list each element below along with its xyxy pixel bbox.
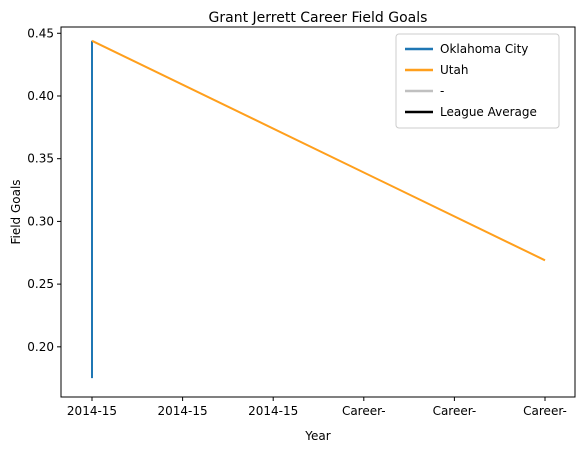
x-tick-label: Career- <box>433 404 477 418</box>
series-line-utah <box>91 39 546 262</box>
y-tick-label: 0.20 <box>27 340 54 354</box>
legend: Oklahoma City Utah - League Average <box>395 33 560 129</box>
legend-label-oklahoma-city: Oklahoma City <box>440 42 528 56</box>
legend-label-dash: - <box>440 84 444 98</box>
y-tick-label: 0.35 <box>27 152 54 166</box>
y-tick-label: 0.25 <box>27 277 54 291</box>
legend-label-league-average: League Average <box>440 105 537 119</box>
x-axis-label: Year <box>304 429 330 443</box>
y-axis-label: Field Goals <box>9 179 23 244</box>
x-tick-label: Career- <box>342 404 386 418</box>
y-axis: 0.20 0.25 0.30 0.35 0.40 0.45 <box>27 26 61 354</box>
x-tick-label: 2014-15 <box>67 404 117 418</box>
plot-frame <box>60 26 576 398</box>
x-tick-label: Career- <box>523 404 567 418</box>
y-tick-label: 0.40 <box>27 89 54 103</box>
legend-label-utah: Utah <box>440 63 468 77</box>
plot-lines <box>91 39 546 379</box>
y-tick-label: 0.30 <box>27 214 54 228</box>
x-tick-label: 2014-15 <box>248 404 298 418</box>
chart-title: Grant Jerrett Career Field Goals <box>209 10 428 26</box>
x-tick-label: 2014-15 <box>158 404 208 418</box>
x-axis: 2014-15 2014-15 2014-15 Career- Career- Caree… <box>67 397 567 418</box>
legend-box <box>395 33 560 129</box>
y-tick-label: 0.45 <box>27 26 54 40</box>
